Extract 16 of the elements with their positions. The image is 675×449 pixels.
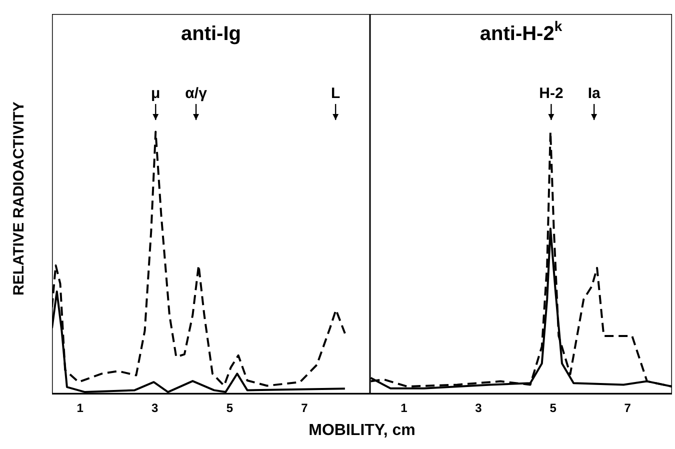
annotation: μ [151, 85, 160, 102]
annotation: α/γ [185, 85, 208, 102]
x-tick-label: 1 [76, 401, 84, 416]
x-tick-label: 7 [624, 401, 632, 416]
x-tick-label: 5 [226, 401, 234, 416]
annotation: Ia [588, 85, 601, 102]
x-tick-label: 3 [475, 401, 482, 416]
x-axis-title: MOBILITY, cm [308, 422, 416, 440]
x-tick-label: 7 [301, 401, 308, 416]
x-tick-label: 5 [550, 401, 557, 416]
x-tick-label: 3 [152, 401, 159, 416]
annotation: H-2 [539, 85, 564, 102]
y-axis-title: RELATIVE RADIOACTIVITY [10, 101, 28, 295]
chart-title: anti-Ig [181, 23, 242, 45]
x-tick-label: 1 [400, 401, 408, 416]
annotation: L [330, 85, 340, 102]
